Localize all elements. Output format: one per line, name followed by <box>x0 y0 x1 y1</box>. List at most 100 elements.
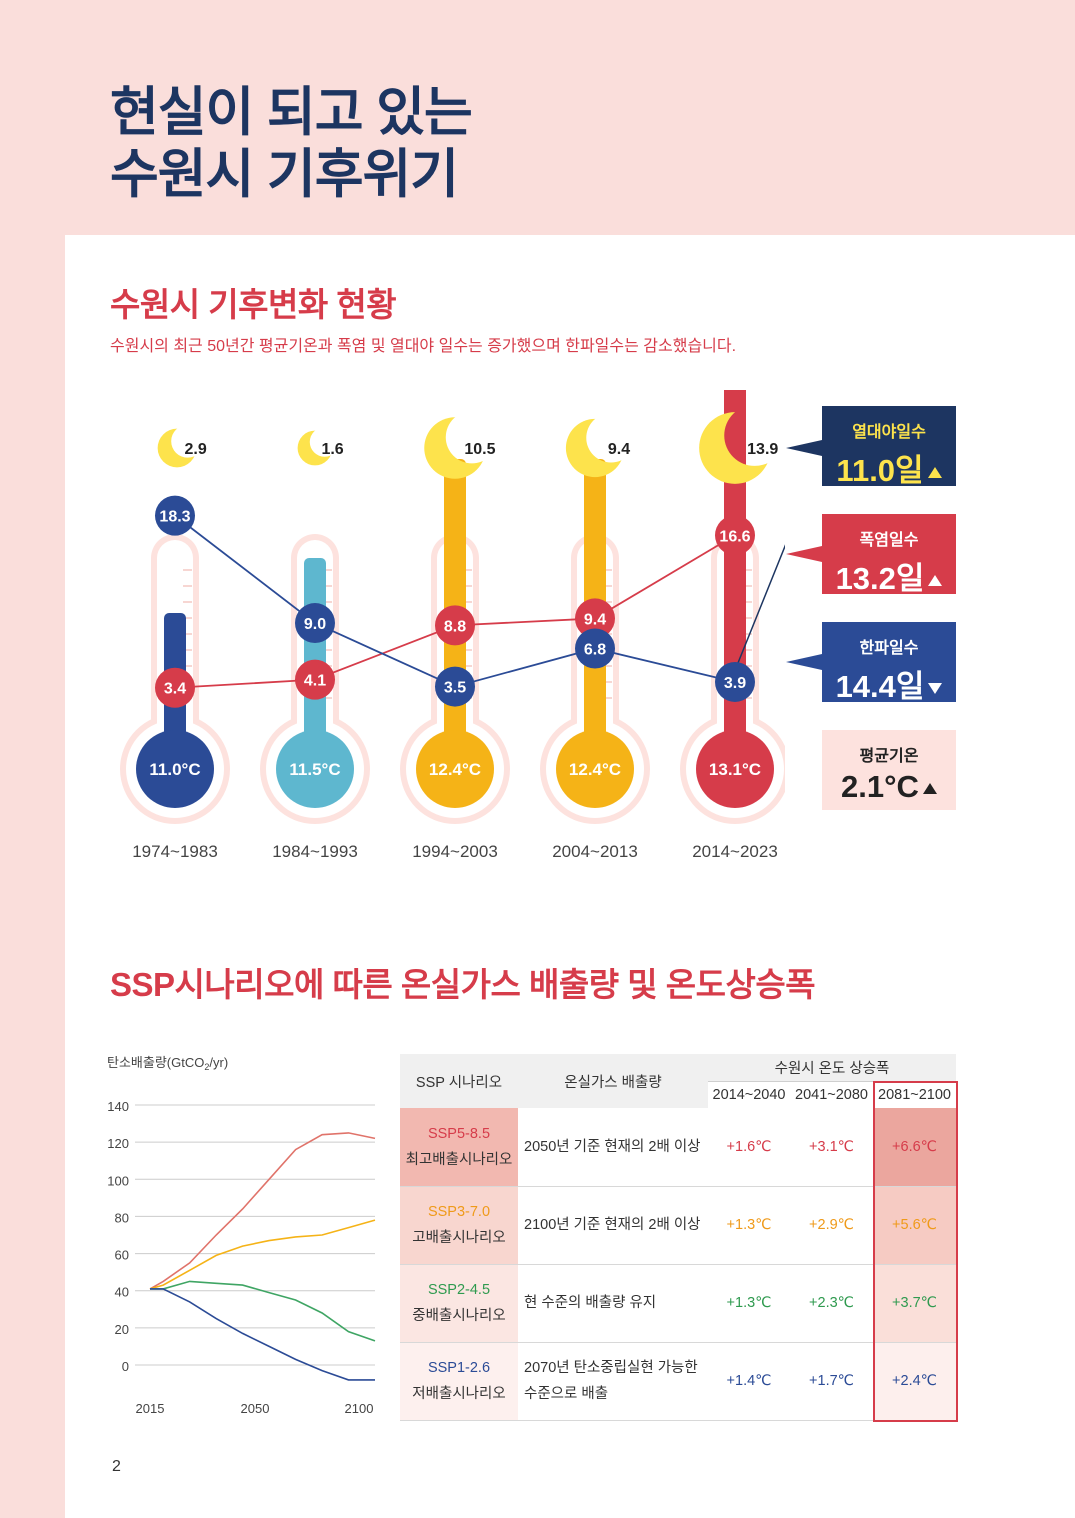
y-tick-label: 20 <box>115 1322 129 1337</box>
moon-icon: 2.9 <box>157 428 207 468</box>
emission-cell: 2070년 탄소중립실현 가능한 수준으로 배출 <box>518 1342 708 1421</box>
emission-cell: 2100년 기준 현재의 2배 이상 <box>518 1186 708 1265</box>
thermometer-bulb <box>136 730 214 808</box>
x-tick-label: 2050 <box>241 1401 270 1416</box>
tropical-night-label: 13.9 <box>747 441 778 458</box>
x-tick-label: 2015 <box>136 1401 165 1416</box>
y-tick-label: 40 <box>115 1285 129 1300</box>
scenario-cell: SSP1-2.6 저배출시나리오 <box>400 1342 518 1421</box>
scenario-code: SSP2-4.5 <box>427 1282 491 1298</box>
ssp-table: SSP 시나리오 온실가스 배출량 수원시 온도 상승폭 2014~2040 2… <box>400 1054 957 1421</box>
tropical-night-label: 10.5 <box>464 441 495 458</box>
temp-rise-cell: +1.7℃ <box>790 1342 873 1421</box>
thermometer-bulb <box>556 730 634 808</box>
header-band <box>0 0 1075 235</box>
series-line-SSP1-2.6 <box>150 1288 375 1381</box>
th-emission: 온실가스 배출량 <box>518 1054 708 1108</box>
page-title-line1: 현실이 되고 있는 <box>110 83 473 142</box>
coldwave-label: 3.5 <box>444 680 466 697</box>
scenario-cell: SSP3-7.0 고배출시나리오 <box>400 1186 518 1265</box>
coldwave-point <box>435 666 475 707</box>
y-axis-label-end: /yr) <box>209 1055 228 1070</box>
period-label: 1974~1983 <box>132 842 218 861</box>
badge-pointer <box>786 440 822 456</box>
avg-temp-label: 11.0°C <box>149 760 200 779</box>
heatwave-label: 4.1 <box>304 673 326 690</box>
emission-chart: 탄소배출량(GtCO2/yr) 0 20 40 60 80 100 120 140 2015 205… <box>107 1055 376 1416</box>
thermometer-bulb <box>696 730 774 808</box>
heatwave-point <box>155 667 195 708</box>
page-title-line2: 수원시 기후위기 <box>110 145 459 204</box>
badge-2: 한파일수 14.4일 <box>822 622 956 704</box>
temp-rise-cell: +3.7℃ <box>873 1264 957 1343</box>
moon-shape <box>424 417 486 479</box>
coldwave-label: 18.3 <box>159 509 190 526</box>
badge-0: 열대야일수 11.0일 <box>822 406 956 488</box>
temp-rise-cell: +1.6℃ <box>708 1108 790 1187</box>
emission-cell: 2050년 기준 현재의 2배 이상 <box>518 1108 708 1187</box>
heatwave-point <box>435 605 475 646</box>
badge-pointer <box>786 546 822 562</box>
series-line-SSP3-7.0 <box>149 1219 376 1290</box>
x-tick-label: 2100 <box>345 1401 374 1416</box>
heatwave-point <box>295 659 335 700</box>
page-number: 2 <box>112 1458 121 1475</box>
tropical-link-line <box>734 544 785 671</box>
thermometer-bulb <box>416 730 494 808</box>
y-axis-label-sub: 2 <box>204 1062 209 1072</box>
scenario-name: 저배출시나리오 <box>412 1386 506 1402</box>
badge-pointer <box>786 654 822 670</box>
thermometer-bulb <box>276 730 354 808</box>
table-row: SSP2-4.5 중배출시나리오 현 수준의 배출량 유지 +1.3℃ +2.3℃ +3.… <box>400 1264 957 1343</box>
badge-3: 평균기온 2.1°C <box>822 730 956 810</box>
series-line-SSP5-8.5 <box>149 1132 376 1290</box>
moon-shape <box>157 428 197 468</box>
y-tick-label: 120 <box>107 1136 129 1151</box>
badge-label: 폭염일수 <box>859 532 919 549</box>
y-axis-label-main: 탄소배출량(GtCO <box>107 1055 204 1070</box>
series-line-SSP2-4.5 <box>150 1280 376 1342</box>
y-tick-label: 60 <box>115 1248 129 1263</box>
heatwave-point <box>715 515 755 556</box>
arrow-up-icon <box>927 467 942 479</box>
heatwave-label: 3.4 <box>164 681 186 698</box>
page-title: 현실이 되고 있는 수원시 기후위기 <box>110 82 473 206</box>
y-tick-label: 140 <box>107 1099 129 1114</box>
avg-temp-label: 12.4°C <box>429 760 481 779</box>
moon-icon: 10.5 <box>424 417 496 479</box>
moon-shape <box>699 412 771 484</box>
scenario-code: SSP1-2.6 <box>427 1360 491 1376</box>
coldwave-label: 9.0 <box>304 616 326 633</box>
th-period-3: 2081~2100 <box>873 1081 957 1108</box>
badge-value: 2.1°C <box>822 769 956 805</box>
avg-temp-label: 13.1°C <box>709 760 761 779</box>
period-label: 2014~2023 <box>692 842 778 861</box>
temp-rise-cell: +6.6℃ <box>873 1108 957 1187</box>
section1-subtitle: 수원시의 최근 50년간 평균기온과 폭염 및 열대야 일수는 증가했으며 한파… <box>110 338 737 355</box>
temp-rise-cell: +1.3℃ <box>708 1186 790 1265</box>
climate-chart: 11.0°C 1974~1983 11.5°C 1984~1993 12.4°C 1994… <box>120 390 785 861</box>
moon-icon: 1.6 <box>297 430 344 466</box>
tropical-night-label: 9.4 <box>608 441 630 458</box>
badge-label: 평균기온 <box>859 748 919 765</box>
section2-title: SSP시나리오에 따른 온실가스 배출량 및 온도상승폭 <box>110 966 816 1003</box>
scenario-code: SSP5-8.5 <box>427 1125 491 1142</box>
moon-icon: 9.4 <box>565 418 630 478</box>
moon-shape <box>297 430 333 466</box>
heatwave-label: 16.6 <box>719 528 750 545</box>
arrow-up-icon <box>922 783 937 795</box>
period-label: 2004~2013 <box>552 842 638 861</box>
scenario-code: SSP3-7.0 <box>427 1204 491 1220</box>
moon-icon: 13.9 <box>699 412 778 484</box>
arrow-up-icon <box>928 575 943 587</box>
th-period-1: 2014~2040 <box>708 1081 790 1108</box>
thermometer-fill <box>304 558 326 750</box>
coldwave-point <box>715 661 755 702</box>
temp-rise-cell: +2.9℃ <box>790 1186 873 1265</box>
temp-rise-cell: +1.3℃ <box>708 1264 790 1343</box>
y-tick-label: 0 <box>122 1359 129 1374</box>
heatwave-label: 9.4 <box>584 611 606 628</box>
scenario-cell: SSP5-8.5 최고배출시나리오 <box>400 1108 518 1187</box>
moon-shape <box>565 418 625 478</box>
coldwave-point <box>155 495 195 536</box>
